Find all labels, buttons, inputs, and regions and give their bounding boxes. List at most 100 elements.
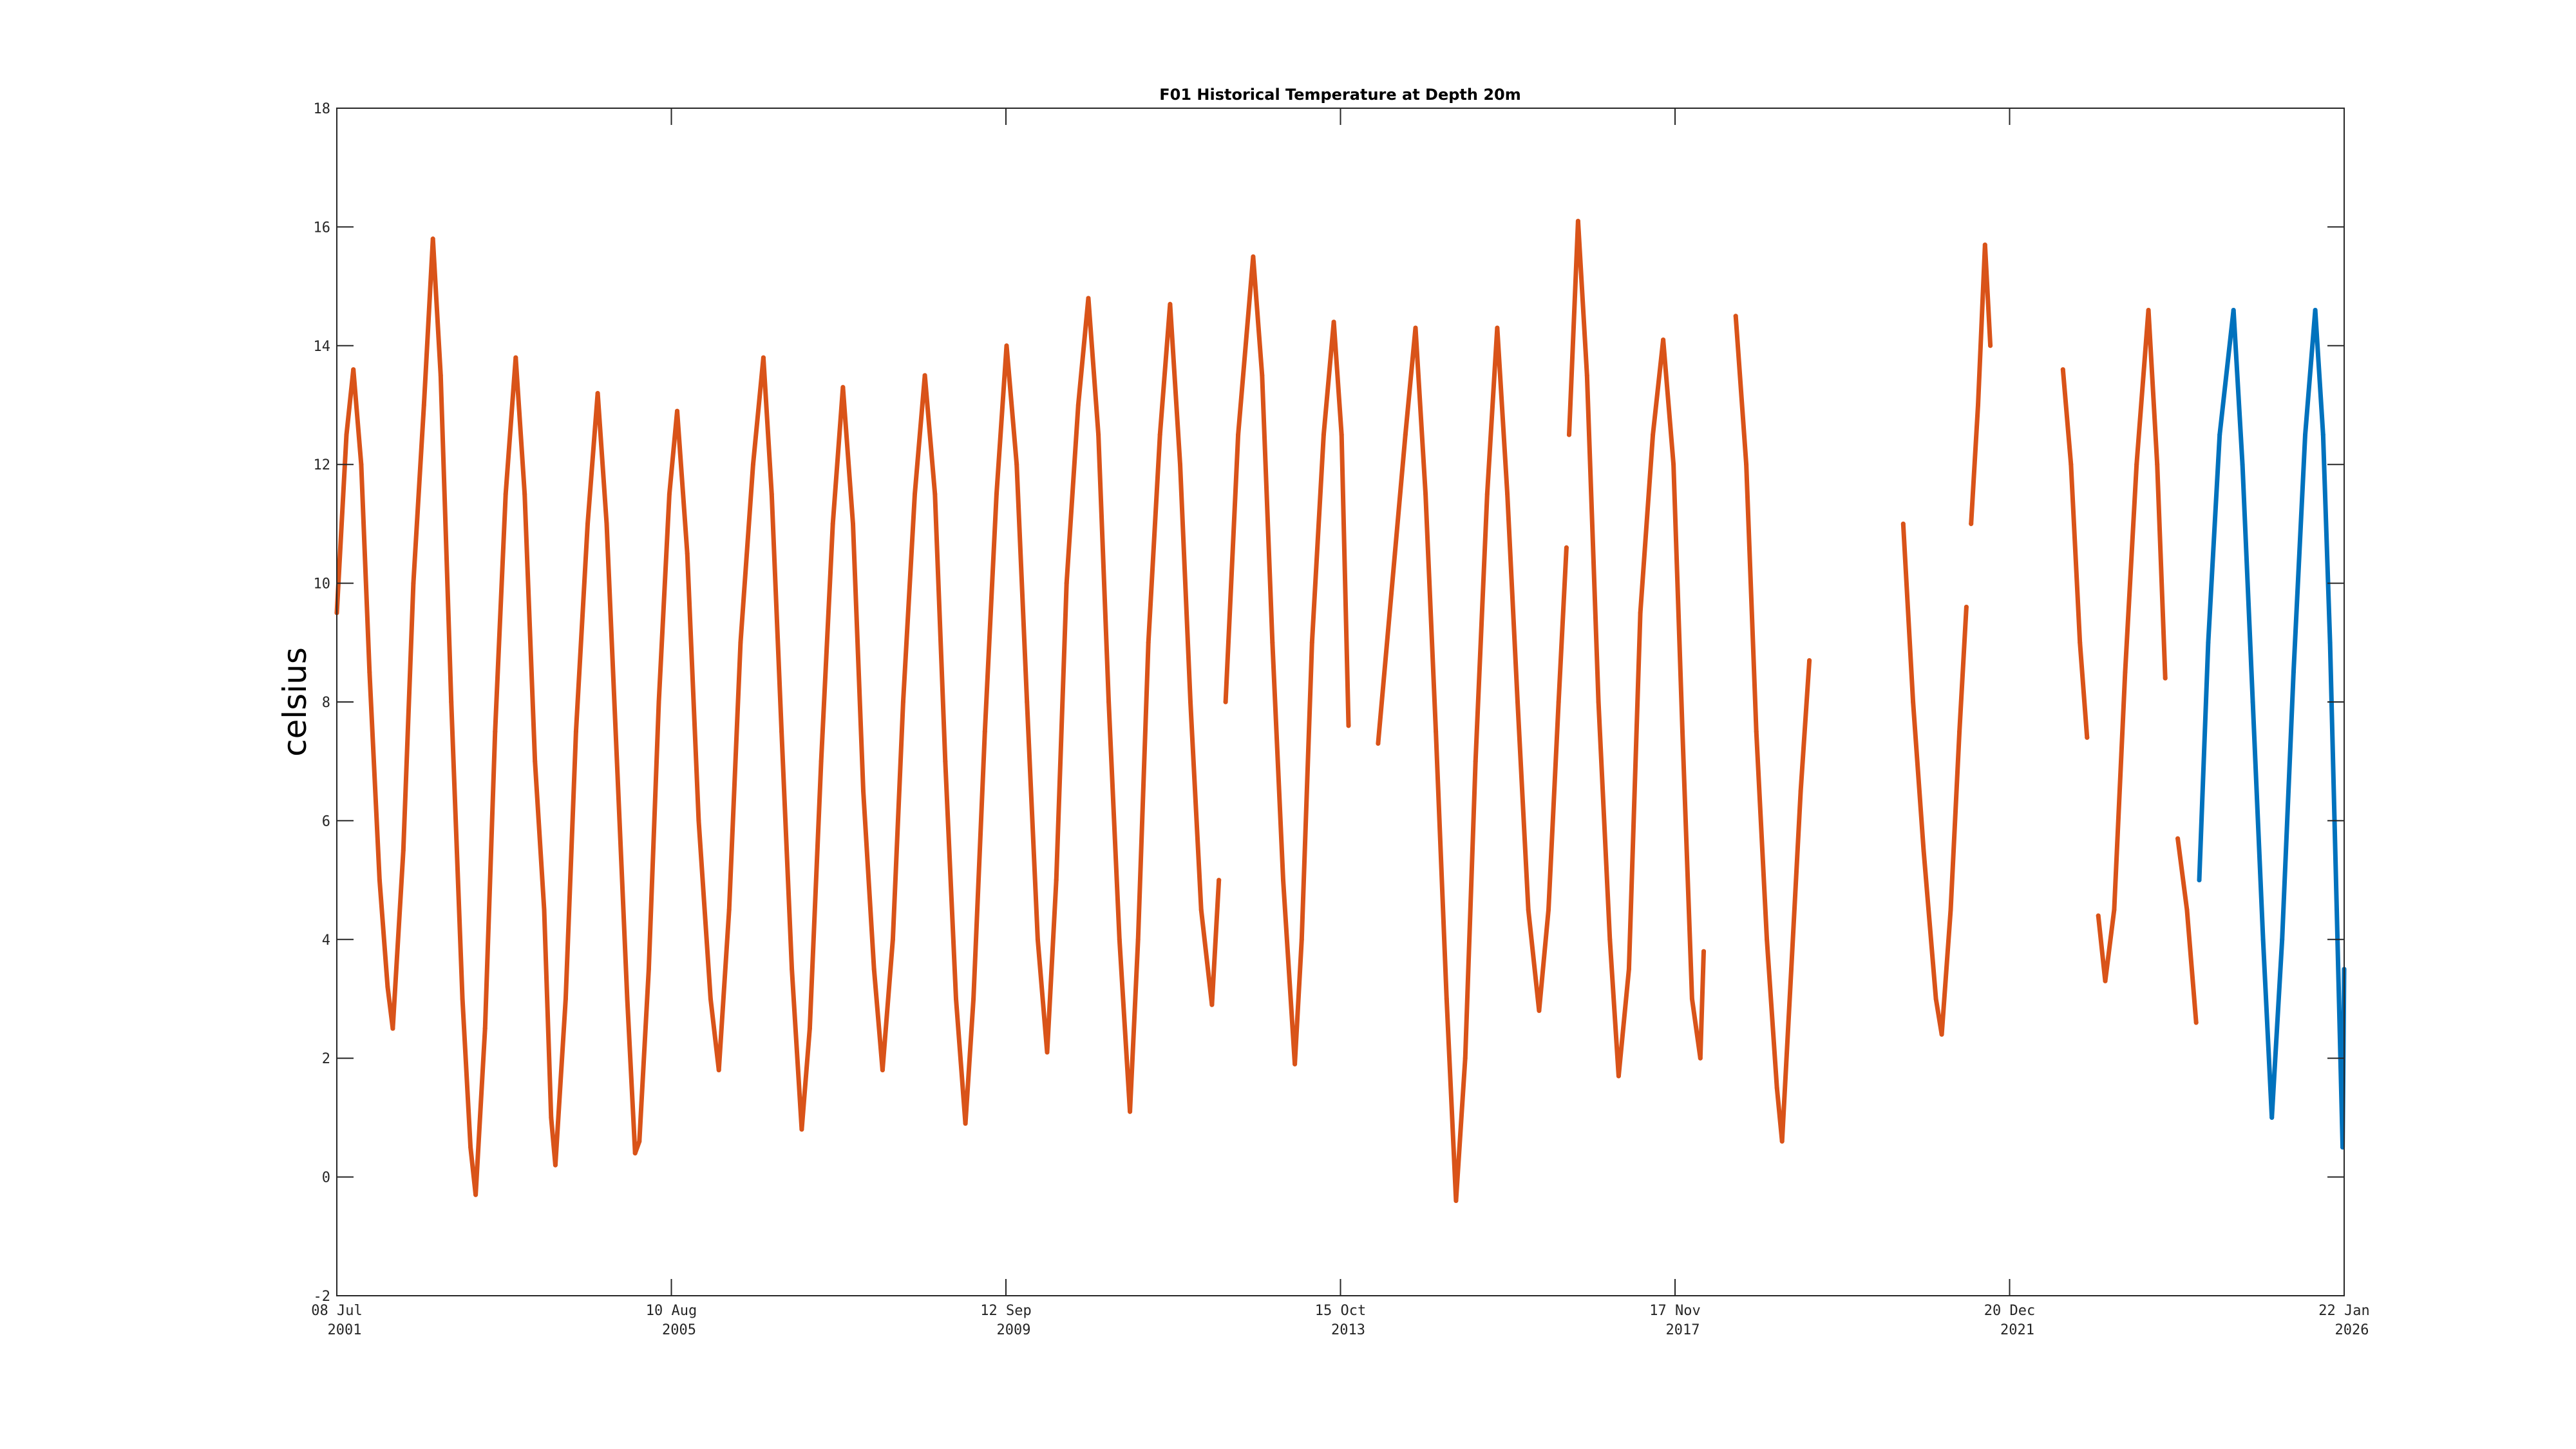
series-2-point	[2327, 640, 2333, 645]
series-2-point	[2313, 308, 2318, 312]
series-1-point	[1564, 545, 1569, 550]
x-tick-label-year: 2021	[2000, 1322, 2034, 1338]
series-1-point	[913, 491, 917, 497]
series-1-point	[1495, 325, 1500, 330]
series-1-point	[513, 355, 518, 360]
series-1-point	[473, 1192, 478, 1197]
series-1-point	[438, 373, 443, 378]
series-1-point	[799, 1127, 804, 1132]
x-tick-label-year: 2026	[2335, 1322, 2369, 1338]
series-1-point	[982, 729, 987, 734]
series-1-point	[2193, 1020, 2199, 1025]
series-1-point	[1209, 1002, 1215, 1007]
series-1-point	[1596, 699, 1601, 705]
series-1-point	[1789, 967, 1794, 972]
series-1-point	[1661, 337, 1666, 343]
series-1-point	[807, 1026, 812, 1031]
series-1-point	[2175, 836, 2181, 841]
series-1-point	[1444, 996, 1449, 1001]
series-1-point	[830, 521, 835, 526]
series-1-line	[2096, 308, 2168, 983]
series-1-point	[696, 818, 701, 823]
series-1-point	[994, 491, 999, 497]
series-1-point	[2096, 913, 2101, 918]
series-1-point	[1128, 1109, 1133, 1114]
series-1-point	[1754, 729, 1759, 734]
series-1-point	[1217, 878, 1222, 883]
series-1-point	[1651, 432, 1656, 437]
series-1-point	[637, 1139, 642, 1144]
series-2-point	[2303, 432, 2307, 437]
series-1-point	[595, 391, 600, 396]
series-1-point	[1025, 699, 1030, 705]
series-1-point	[1434, 729, 1439, 734]
series-1-point	[1607, 937, 1613, 942]
series-2-point	[2269, 1115, 2275, 1120]
series-1-point	[871, 967, 876, 972]
series-1-point	[2085, 735, 2090, 740]
series-1-point	[2123, 670, 2128, 675]
y-tick-label: 0	[322, 1170, 330, 1186]
y-tick-label: 6	[322, 813, 330, 829]
series-1-point	[401, 848, 406, 853]
y-tick-label: 2	[322, 1051, 330, 1067]
series-1-point	[861, 788, 866, 793]
series-1-point	[1270, 640, 1275, 645]
series-1-point	[522, 491, 527, 497]
series-1-point	[779, 729, 784, 734]
series-1-point	[1939, 1032, 1944, 1037]
series-1-point	[1567, 432, 1571, 437]
series-1-line	[334, 236, 1222, 1197]
series-1-point	[1260, 373, 1265, 378]
series-1-point	[493, 729, 498, 734]
series-1-point	[1988, 343, 1993, 348]
series-1-point	[2163, 676, 2168, 681]
series-1-point	[1096, 432, 1101, 437]
series-1-point	[1779, 1139, 1785, 1144]
series-1-point	[468, 1145, 473, 1150]
series-1-point	[563, 996, 568, 1001]
series-1-point	[1526, 907, 1531, 913]
series-2-point	[2280, 937, 2285, 942]
series-1-point	[1957, 729, 1962, 734]
series-1-point	[1765, 937, 1770, 942]
series-1-point	[1117, 937, 1122, 942]
series-1-point	[1392, 551, 1397, 556]
series-1-point	[503, 491, 508, 497]
series-1-point	[482, 1026, 488, 1031]
series-1-point	[851, 521, 855, 526]
series-1-point	[359, 462, 364, 467]
series-1-point	[344, 432, 349, 437]
series-2-point	[2231, 308, 2236, 312]
series-1-point	[1484, 491, 1490, 497]
y-tick-label: 12	[314, 457, 331, 473]
series-1-point	[553, 1162, 558, 1168]
series-1-point	[1251, 254, 1256, 259]
series-1-point	[1546, 907, 1551, 913]
series-1-point	[1339, 432, 1344, 437]
series-1-point	[880, 1068, 885, 1073]
series-1-point	[1403, 432, 1408, 437]
series-1-point	[890, 937, 895, 942]
series-1-point	[646, 967, 651, 972]
series-1-point	[1454, 1198, 1459, 1203]
y-tick-label: 8	[322, 695, 330, 711]
y-tick-label: 18	[314, 101, 331, 117]
x-tick-label-year: 2005	[662, 1322, 696, 1338]
series-1-point	[1744, 462, 1749, 467]
series-2-point	[2291, 670, 2296, 675]
series-1-point	[1146, 640, 1151, 645]
x-tick-label-date: 22 Jan	[2318, 1303, 2369, 1319]
series-1-point	[1689, 996, 1694, 1001]
series-1-point	[1964, 605, 1969, 609]
series-2-point	[2250, 699, 2255, 705]
series-1-point	[2134, 462, 2139, 467]
y-tick-label: 10	[314, 576, 331, 592]
series-1-point	[1976, 402, 1980, 408]
series-2-point	[2197, 878, 2202, 883]
series-1-point	[2069, 462, 2074, 467]
series-1-point	[971, 996, 976, 1001]
series-1-point	[1575, 218, 1580, 223]
